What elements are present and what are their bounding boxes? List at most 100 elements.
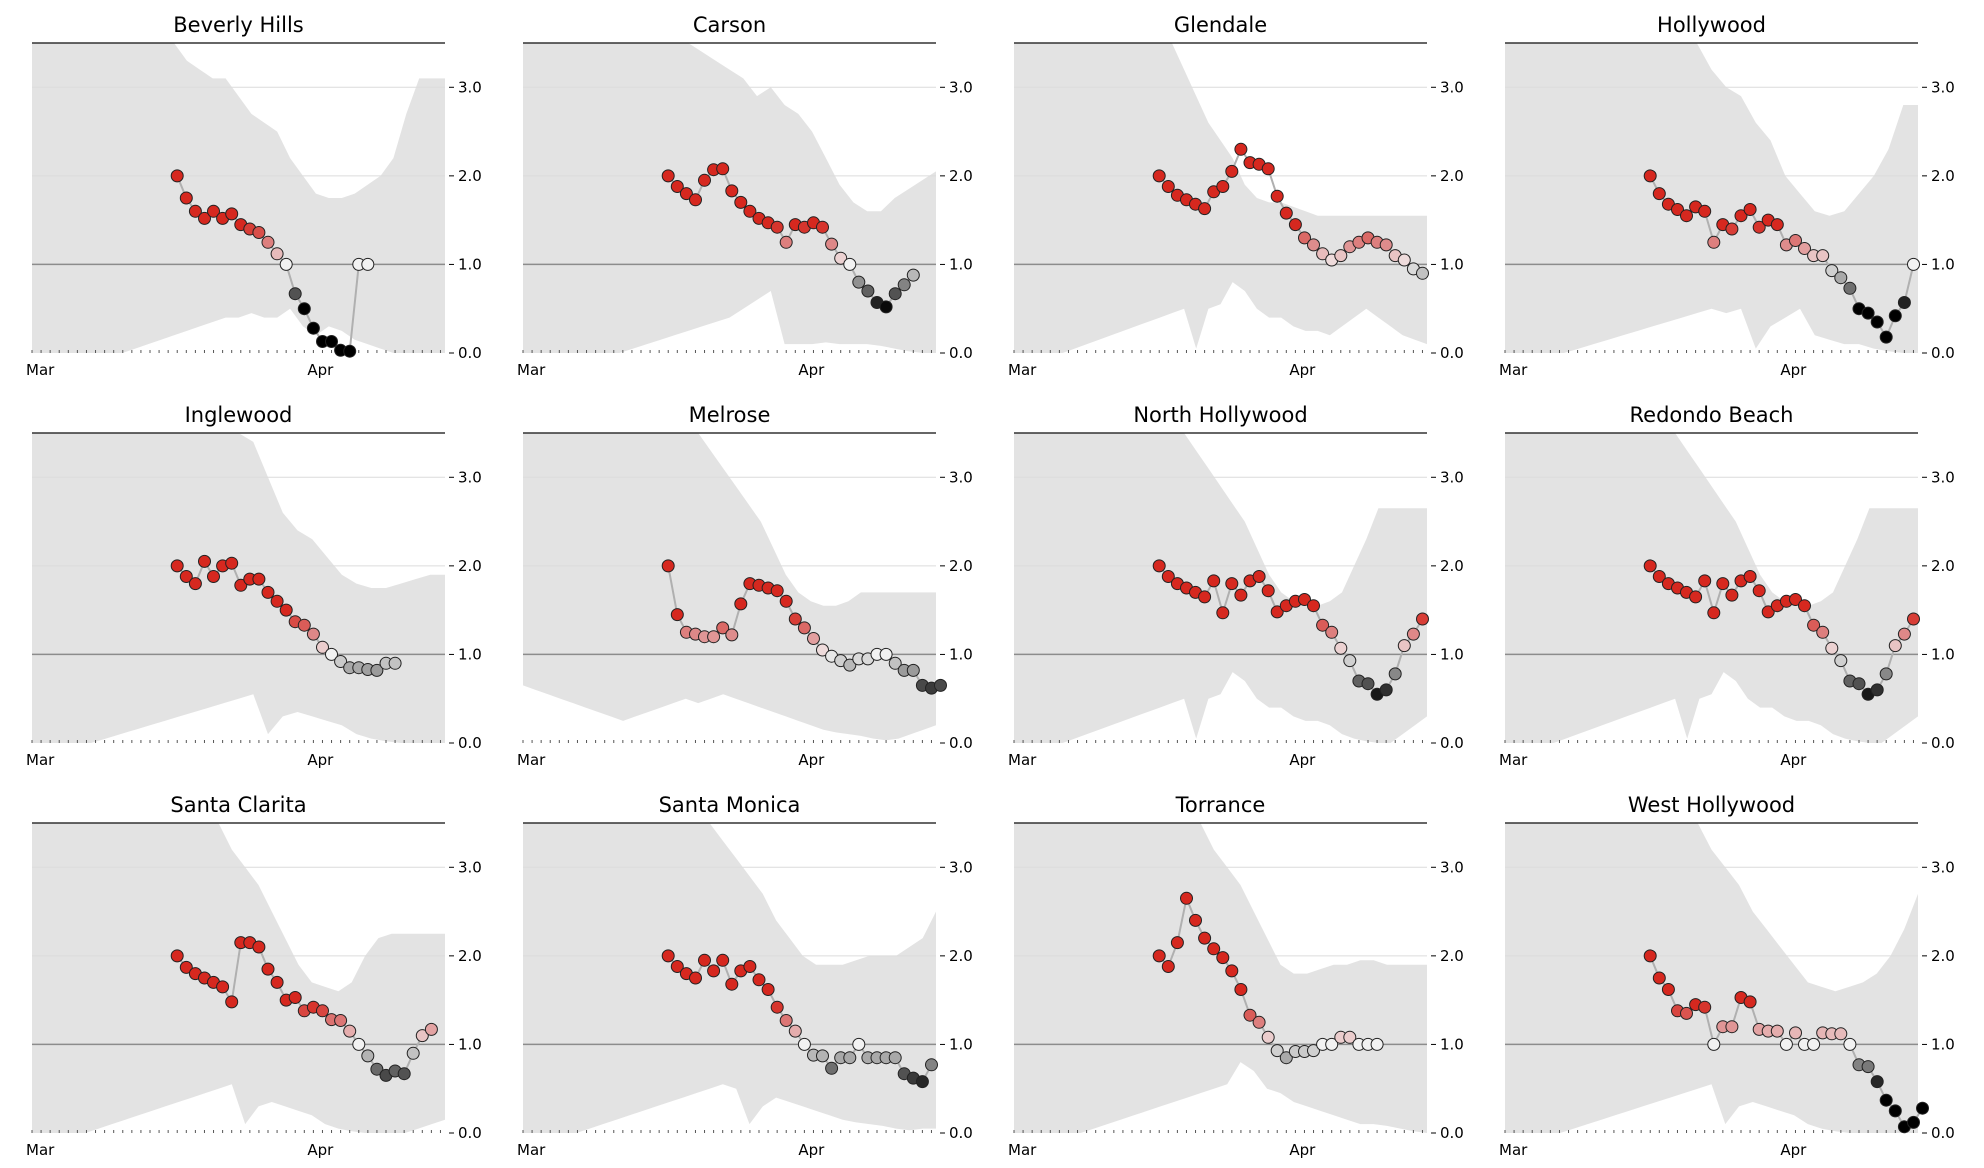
panel: Mar Apr 0.0 1.0 2.0 3.0 Hollywood [1499, 13, 1955, 379]
data-point [334, 655, 348, 668]
data-point [1334, 249, 1348, 263]
panel: Mar Apr 0.0 1.0 2.0 3.0 Santa Monica [517, 793, 973, 1159]
data-point [725, 184, 739, 198]
data-point [1680, 209, 1693, 223]
y-tick-label: 2.0 [458, 947, 482, 965]
data-point [1807, 1037, 1821, 1051]
data-point [1843, 281, 1857, 295]
data-point [1416, 266, 1429, 280]
x-tick-label: Mar [1008, 1141, 1037, 1159]
data-point [915, 1075, 929, 1089]
x-tick-label: Mar [1499, 751, 1528, 769]
data-point [725, 977, 739, 991]
data-point [1261, 162, 1275, 176]
data-point [1388, 667, 1402, 681]
uncertainty-band [1505, 823, 1918, 1133]
data-point [234, 578, 248, 592]
data-point [252, 226, 266, 239]
data-point [1261, 1030, 1275, 1044]
x-tick-label: Apr [1780, 1141, 1807, 1159]
data-point [1888, 639, 1902, 653]
data-point [1379, 683, 1393, 697]
data-point [1879, 330, 1893, 344]
data-point [770, 220, 784, 234]
uncertainty-band [1505, 433, 1918, 743]
data-point [779, 235, 793, 249]
data-point [1834, 654, 1848, 668]
data-point [361, 257, 375, 271]
data-point [734, 195, 748, 209]
panel-title: Glendale [1174, 13, 1267, 37]
uncertainty-band [523, 43, 936, 353]
data-point [170, 169, 184, 183]
y-tick-label: 3.0 [1440, 468, 1464, 486]
y-tick-label: 2.0 [1931, 167, 1955, 185]
data-point [825, 1061, 839, 1075]
x-tick-label: Mar [26, 751, 55, 769]
data-point [1743, 570, 1757, 583]
data-point [1870, 1075, 1884, 1089]
data-point [1361, 677, 1375, 691]
data-point [707, 964, 721, 978]
data-point [207, 570, 220, 583]
y-tick-label: 3.0 [1931, 468, 1955, 486]
y-tick-label: 1.0 [1931, 255, 1955, 273]
x-tick-label: Mar [517, 1141, 546, 1159]
data-point [1888, 1104, 1902, 1118]
data-point [843, 257, 857, 271]
data-point [1307, 238, 1320, 252]
data-point [670, 960, 684, 973]
y-tick-label: 0.0 [1931, 734, 1955, 752]
data-point [1834, 271, 1848, 285]
plot-area [523, 433, 936, 741]
data-point [788, 1024, 802, 1038]
x-tick-label: Apr [1780, 361, 1807, 379]
data-point [261, 962, 275, 976]
data-point [198, 211, 211, 225]
y-tick-label: 0.0 [1931, 1124, 1955, 1142]
data-point [1216, 951, 1230, 965]
data-point [1216, 606, 1230, 620]
uncertainty-band [1505, 43, 1918, 353]
data-point [816, 1049, 829, 1063]
data-point [925, 1058, 938, 1072]
data-point [1879, 1093, 1893, 1107]
y-tick-label: 1.0 [458, 645, 482, 663]
data-point [1680, 1006, 1693, 1020]
data-point [1661, 983, 1675, 996]
x-tick-label: Apr [798, 1141, 825, 1159]
data-point [1698, 1000, 1712, 1014]
plot-area [1505, 43, 1918, 353]
y-tick-label: 1.0 [949, 1035, 973, 1053]
x-tick-label: Apr [307, 751, 334, 769]
data-point [698, 953, 711, 967]
y-tick-label: 0.0 [949, 344, 973, 362]
data-point [297, 618, 311, 632]
data-point [716, 162, 730, 176]
data-point [852, 275, 866, 289]
x-tick-label: Mar [1008, 361, 1037, 379]
panel: Mar Apr 0.0 1.0 2.0 3.0 Inglewood [26, 403, 482, 769]
data-point [198, 554, 211, 568]
uncertainty-band [523, 433, 936, 741]
data-point [252, 940, 266, 954]
uncertainty-band [32, 823, 445, 1133]
data-point [1888, 309, 1902, 323]
data-point [1170, 936, 1184, 950]
data-point [1161, 960, 1175, 973]
data-point [1816, 249, 1830, 263]
data-point [661, 559, 675, 573]
data-point [1225, 964, 1239, 978]
data-point [1779, 1037, 1793, 1051]
data-point [1334, 641, 1348, 655]
panel: Mar Apr 0.0 1.0 2.0 3.0 Glendale [1008, 13, 1464, 379]
x-tick-label: Mar [517, 751, 546, 769]
plot-area [1014, 433, 1427, 743]
data-point [1734, 209, 1748, 223]
data-point [1198, 202, 1212, 216]
data-point [1325, 1037, 1339, 1051]
y-tick-label: 0.0 [458, 1124, 482, 1142]
plot-area [32, 43, 445, 353]
data-point [1343, 654, 1357, 668]
